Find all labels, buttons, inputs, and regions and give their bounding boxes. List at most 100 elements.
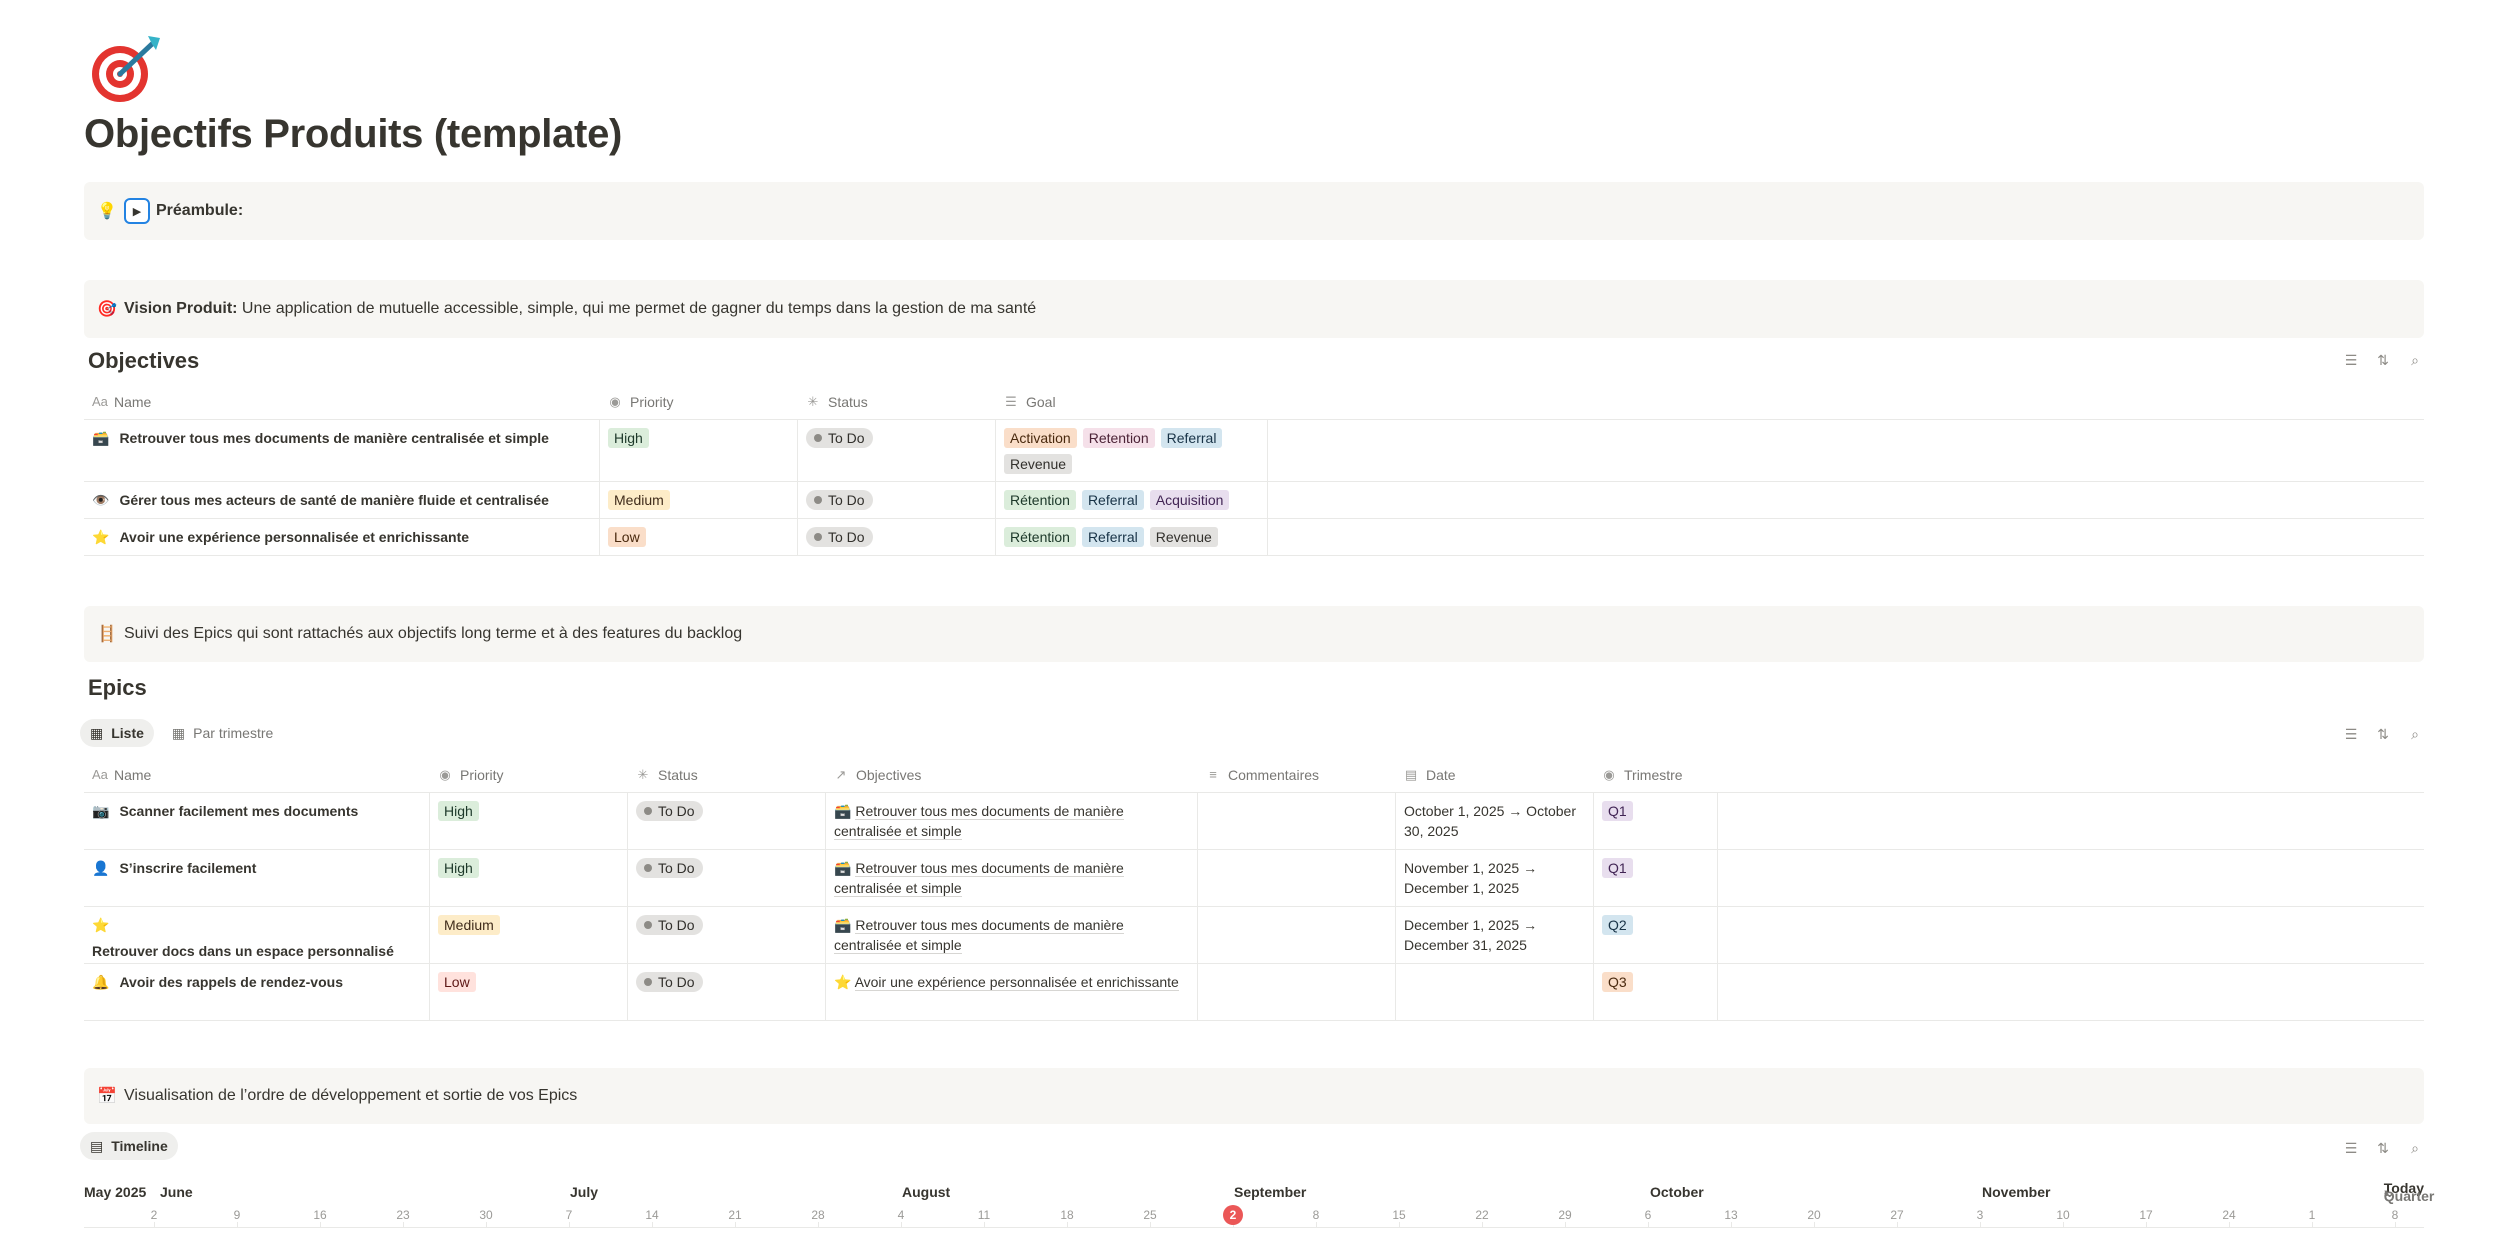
priority-tag: Low [608,527,646,547]
table-row[interactable]: ⭐ Avoir une expérience personnalisée et e… [84,519,2424,556]
sort-icon[interactable]: ⇅ [2377,352,2389,368]
column-priority[interactable]: ◉ Priority [439,766,504,783]
chevron-left-icon[interactable]: ‹ [2383,1184,2389,1200]
preamble-label: Préambule: [156,202,244,219]
day-tick [818,1222,819,1228]
quarter-cell[interactable]: Q3 [1594,964,1718,1020]
comments-cell[interactable] [1198,850,1396,906]
day-label: 3 [1976,1208,1984,1222]
objective-relation[interactable]: 🗃️ Retrouver tous mes documents de maniè… [826,850,1198,906]
today-button[interactable]: Today [2383,1180,2424,1196]
column-date[interactable]: ▤ Date [1404,766,1456,783]
day-tick [1565,1222,1566,1228]
column-name[interactable]: Aa Name [92,766,152,783]
filter-icon[interactable]: ☰ [2344,726,2358,742]
empty-cell [1718,793,2424,849]
status-cell[interactable]: To Do [628,793,826,849]
column-name[interactable]: Aa Name [92,393,152,410]
day-tick [1150,1222,1151,1228]
empty-cell [1718,907,2424,963]
quarter-cell[interactable]: Q1 [1594,850,1718,906]
tab-timeline[interactable]: ▤ Timeline [80,1132,178,1160]
zoom-select[interactable]: Quarter ⌄ [2383,1184,2435,1204]
status-cell[interactable]: To Do [798,420,996,481]
date-cell[interactable]: October 1, 2025 → October 30, 2025 [1396,793,1594,849]
search-icon[interactable]: ⌕ [2411,352,2419,368]
bullseye-dart-icon[interactable] [84,30,164,106]
status-cell[interactable]: To Do [798,519,996,555]
column-status[interactable]: ✳ Status [637,766,698,783]
text-lines-icon: ≡ [1209,767,1217,782]
comments-cell[interactable] [1198,793,1396,849]
month-label: May 2025 [84,1184,147,1200]
table-row[interactable]: 👁️ Gérer tous mes acteurs de santé de man… [84,482,2424,519]
objective-relation[interactable]: 🗃️ Retrouver tous mes documents de maniè… [826,793,1198,849]
priority-cell[interactable]: High [430,793,628,849]
sort-icon[interactable]: ⇅ [2377,1140,2389,1156]
objective-relation[interactable]: 🗃️ Retrouver tous mes documents de maniè… [826,907,1198,963]
row-name[interactable]: ⭐ Retrouver docs dans un espace personnal… [84,907,430,963]
filter-icon[interactable]: ☰ [2344,1140,2358,1156]
row-name[interactable]: 🔔 Avoir des rappels de rendez-vous [84,964,430,1020]
quarter-cell[interactable]: Q1 [1594,793,1718,849]
priority-cell[interactable]: High [600,420,798,481]
search-icon[interactable]: ⌕ [2411,726,2419,742]
column-objectives[interactable]: ↗ Objectives [835,766,922,783]
day-label: 10 [2056,1208,2070,1222]
priority-cell[interactable]: Medium [430,907,628,963]
table-row[interactable]: 🗃️ Retrouver tous mes documents de manièr… [84,420,2424,482]
table-row[interactable]: ⭐ Retrouver docs dans un espace personnal… [84,907,2424,964]
timeline: May 2025 June July August September Octo… [84,1180,2435,1228]
row-name[interactable]: 👤 S’inscrire facilement [84,850,430,906]
epics-title[interactable]: Epics [88,675,147,700]
row-name[interactable]: ⭐ Avoir une expérience personnalisée et e… [84,519,600,555]
day-tick [403,1222,404,1228]
date-cell[interactable] [1396,964,1594,1020]
vision-label: Vision Produit: [124,300,238,317]
priority-cell[interactable]: Medium [600,482,798,518]
status-cell[interactable]: To Do [628,907,826,963]
sort-icon[interactable]: ⇅ [2377,726,2389,742]
toggle-preamble-button[interactable]: ▶ [124,198,150,224]
priority-cell[interactable]: Low [600,519,798,555]
tab-liste[interactable]: ▦ Liste [80,719,154,747]
priority-tag: High [438,858,479,878]
chevron-right-icon[interactable]: › [2383,1184,2389,1200]
row-name[interactable]: 📷 Scanner facilement mes documents [84,793,430,849]
priority-cell[interactable]: Low [430,964,628,1020]
status-cell[interactable]: To Do [798,482,996,518]
row-name[interactable]: 👁️ Gérer tous mes acteurs de santé de man… [84,482,600,518]
objectives-title[interactable]: Objectives [88,348,200,373]
comments-cell[interactable] [1198,964,1396,1020]
column-trimestre[interactable]: ◉ Trimestre [1603,766,1683,783]
row-name[interactable]: 🗃️ Retrouver tous mes documents de manièr… [84,420,600,481]
goal-cell[interactable]: Rétention Referral Acquisition [996,482,1268,518]
table-row[interactable]: 👤 S’inscrire facilement High To Do 🗃️ Ret… [84,850,2424,907]
goal-cell[interactable]: Activation Retention Referral Revenue [996,420,1268,481]
day-label: 20 [1807,1208,1821,1222]
status-cell[interactable]: To Do [628,850,826,906]
timeline-view-tools: ☰ ⇅ ⌕ [2342,1140,2424,1157]
date-cell[interactable]: December 1, 2025 → December 31, 2025 [1396,907,1594,963]
column-goal[interactable]: ☰ Goal [1005,393,1056,410]
status-cell[interactable]: To Do [628,964,826,1020]
comments-cell[interactable] [1198,907,1396,963]
column-commentaires[interactable]: ≡ Commentaires [1198,757,1396,792]
day-label: 28 [811,1208,825,1222]
empty-cell [1268,482,2424,518]
table-row[interactable]: 📷 Scanner facilement mes documents High T… [84,793,2424,850]
table-row[interactable]: 🔔 Avoir des rappels de rendez-vous Low To… [84,964,2424,1021]
month-label: November [1982,1184,2051,1200]
date-cell[interactable]: November 1, 2025 → December 1, 2025 [1396,850,1594,906]
quarter-cell[interactable]: Q2 [1594,907,1718,963]
filter-icon[interactable]: ☰ [2344,352,2358,368]
objective-relation[interactable]: ⭐ Avoir une expérience personnalisée et … [826,964,1198,1020]
column-status[interactable]: ✳ Status [807,393,868,410]
lightbulb-icon: 💡 [97,203,117,220]
tab-par-trimestre[interactable]: ▦ Par trimestre [171,724,274,742]
goal-cell[interactable]: Rétention Referral Revenue [996,519,1268,555]
search-icon[interactable]: ⌕ [2411,1140,2419,1156]
day-label: 13 [1724,1208,1738,1222]
column-priority[interactable]: ◉ Priority [609,393,674,410]
priority-cell[interactable]: High [430,850,628,906]
